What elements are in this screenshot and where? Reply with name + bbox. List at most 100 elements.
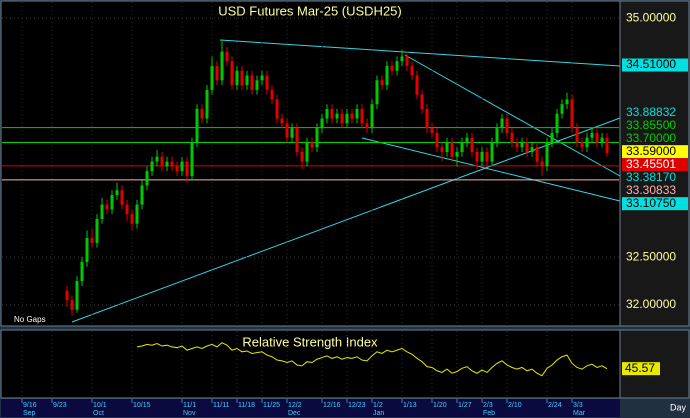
candle-body bbox=[290, 128, 294, 138]
candle-body bbox=[185, 161, 189, 176]
level-box bbox=[622, 197, 688, 211]
candle-body bbox=[490, 142, 494, 162]
candle-body bbox=[440, 147, 444, 153]
candle-body bbox=[325, 108, 329, 119]
candle-body bbox=[320, 118, 324, 129]
candle-body bbox=[450, 142, 454, 157]
candle-body bbox=[460, 142, 464, 153]
candle-body bbox=[345, 113, 349, 124]
candle-body bbox=[250, 75, 254, 90]
level-label: 33.88832 bbox=[626, 105, 676, 119]
month-label: Sep bbox=[23, 410, 36, 417]
level-label: 33.45501 bbox=[626, 157, 676, 171]
candle-body bbox=[270, 89, 274, 100]
candle-body bbox=[75, 281, 79, 310]
level-box bbox=[622, 158, 688, 172]
candle-body bbox=[585, 137, 589, 148]
candle-body bbox=[120, 190, 124, 205]
candle-body bbox=[415, 75, 419, 95]
rsi-line bbox=[136, 342, 608, 377]
x-tick-label: 9/23 bbox=[53, 402, 67, 409]
y-tick-label: 35.00000 bbox=[626, 10, 676, 24]
candle-body bbox=[570, 99, 574, 129]
candle-body bbox=[110, 195, 114, 210]
candle-body bbox=[80, 261, 84, 282]
candle-body bbox=[305, 142, 309, 162]
candle-body bbox=[520, 142, 524, 148]
candle-body bbox=[375, 80, 379, 105]
candle-body bbox=[515, 142, 519, 148]
candle-body bbox=[315, 128, 319, 148]
candle-body bbox=[155, 156, 159, 162]
candle-body bbox=[535, 147, 539, 162]
candle-body bbox=[215, 65, 219, 81]
candle-body bbox=[85, 238, 89, 262]
trendline bbox=[71, 117, 621, 323]
month-label: Feb bbox=[483, 410, 495, 417]
candle-body bbox=[150, 161, 154, 172]
candle-body bbox=[205, 89, 209, 119]
rsi-value-label: 45.57 bbox=[625, 361, 655, 375]
candle-body bbox=[195, 108, 199, 143]
x-tick-label: 12/2 bbox=[288, 402, 302, 409]
candle-body bbox=[405, 56, 409, 66]
candle-body bbox=[225, 51, 229, 62]
month-label: Nov bbox=[183, 410, 196, 417]
rsi-title: Relative Strength Index bbox=[242, 334, 378, 349]
candle-body bbox=[500, 118, 504, 129]
candle-body bbox=[540, 161, 544, 167]
price-panel bbox=[0, 0, 621, 327]
candle-body bbox=[170, 161, 174, 167]
candle-body bbox=[260, 75, 264, 81]
x-tick-label: 11/18 bbox=[238, 402, 255, 409]
candle-body bbox=[210, 65, 214, 90]
candle-body bbox=[65, 290, 69, 301]
level-label: 33.10750 bbox=[626, 196, 676, 210]
candle-body bbox=[105, 204, 109, 210]
period: Day bbox=[670, 402, 687, 412]
candle-body bbox=[115, 190, 119, 196]
candle-body bbox=[265, 75, 269, 90]
candle-body bbox=[425, 108, 429, 129]
candle-body bbox=[145, 171, 149, 186]
candle-body bbox=[430, 128, 434, 133]
candle-body bbox=[395, 61, 399, 71]
candle-body bbox=[275, 99, 279, 119]
x-tick-label: 1/27 bbox=[458, 402, 472, 409]
month-label: Dec bbox=[288, 410, 301, 417]
candle-body bbox=[160, 156, 164, 167]
candle-body bbox=[525, 142, 529, 153]
month-label: Jan bbox=[373, 410, 384, 417]
candle-body bbox=[165, 161, 169, 167]
candle-body bbox=[95, 218, 99, 243]
candle-body bbox=[310, 142, 314, 148]
candle-body bbox=[355, 108, 359, 119]
candle-body bbox=[370, 104, 374, 129]
candle-body bbox=[485, 152, 489, 162]
candle-body bbox=[600, 137, 604, 143]
candle-body bbox=[295, 128, 299, 153]
candle-body bbox=[125, 204, 129, 215]
candle-body bbox=[230, 61, 234, 86]
candle-body bbox=[445, 142, 449, 153]
candle-body bbox=[180, 161, 184, 172]
candle-body bbox=[70, 300, 74, 310]
x-tick-label: 11/11 bbox=[213, 402, 230, 409]
level-box bbox=[622, 58, 688, 72]
candle-body bbox=[545, 142, 549, 167]
candle-body bbox=[190, 142, 194, 176]
x-tick-label: 10/15 bbox=[133, 402, 151, 409]
x-tick-label: 9/16 bbox=[23, 402, 37, 409]
month-label: Oct bbox=[93, 410, 104, 417]
candle-body bbox=[285, 123, 289, 138]
candle-body bbox=[255, 80, 259, 90]
candle-body bbox=[300, 152, 304, 162]
candle-body bbox=[565, 99, 569, 105]
candle-body bbox=[380, 80, 384, 86]
candle-body bbox=[400, 56, 404, 62]
rsi-box bbox=[622, 362, 660, 376]
trendline bbox=[361, 137, 621, 202]
x-tick-label: 1/2 bbox=[373, 402, 383, 409]
candle-body bbox=[505, 118, 509, 133]
candle-body bbox=[510, 132, 514, 143]
